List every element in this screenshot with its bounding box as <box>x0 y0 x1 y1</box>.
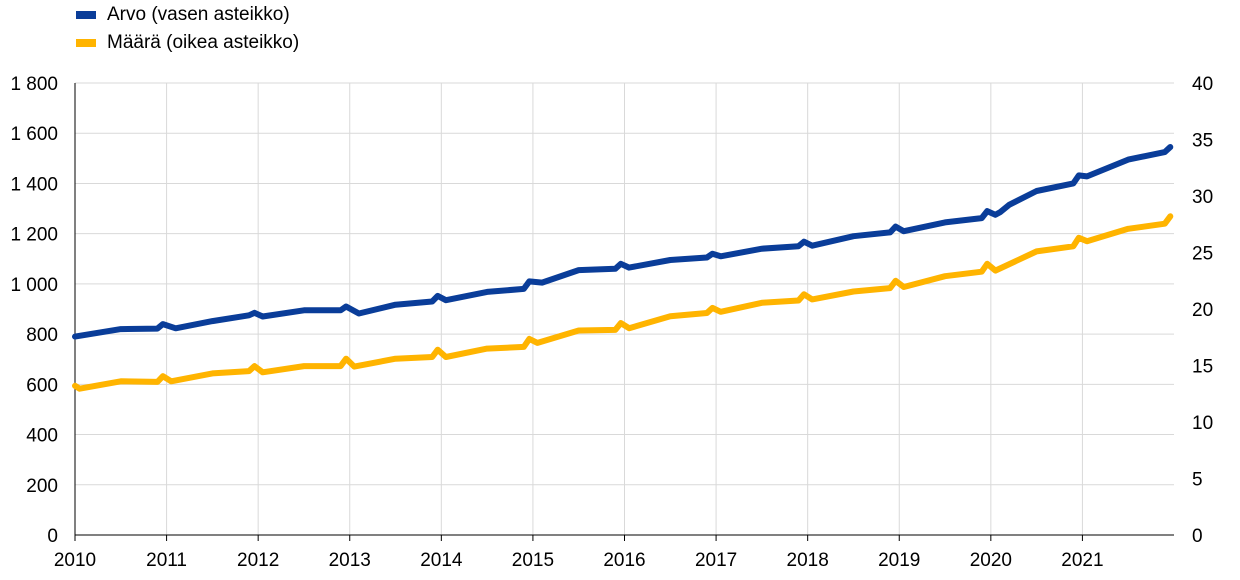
x-tick-label: 2012 <box>237 550 279 571</box>
left-tick-label: 1 800 <box>10 74 58 95</box>
left-tick-label: 600 <box>26 375 58 396</box>
left-tick-label: 0 <box>47 526 58 547</box>
x-tick-label: 2011 <box>146 550 187 571</box>
tick-labels: 0 200 400 600 800 1 000 1 200 1 400 1 600 1 800 0 5… <box>10 74 1213 571</box>
legend-label-maara: Määrä (oikea asteikko) <box>107 32 300 53</box>
left-tick-label: 1 200 <box>10 225 58 246</box>
x-tick-label: 2013 <box>329 550 371 571</box>
x-tick-label: 2016 <box>603 550 645 571</box>
legend-item-maara: Määrä (oikea asteikko) <box>76 32 299 54</box>
series-line-arvo <box>72 144 1174 340</box>
right-tick-label: 0 <box>1192 526 1203 547</box>
series-lines <box>72 144 1174 392</box>
right-tick-label: 20 <box>1192 300 1213 321</box>
legend-label-arvo: Arvo (vasen asteikko) <box>107 4 290 25</box>
legend-swatch-arvo <box>76 11 96 19</box>
left-tick-label: 1 400 <box>10 174 58 195</box>
series-line-maara <box>72 213 1174 392</box>
right-tick-label: 5 <box>1192 470 1203 491</box>
right-tick-label: 10 <box>1192 413 1213 434</box>
x-tick-label: 2010 <box>54 550 96 571</box>
grid-lines <box>75 82 1174 535</box>
right-tick-label: 25 <box>1192 244 1213 265</box>
left-tick-label: 1 600 <box>10 124 58 145</box>
x-tick-label: 2021 <box>1061 550 1103 571</box>
axes <box>74 83 1174 541</box>
left-tick-label: 1 000 <box>10 275 58 296</box>
x-tick-label: 2014 <box>420 550 463 571</box>
right-tick-label: 15 <box>1192 357 1213 378</box>
legend-item-arvo: Arvo (vasen asteikko) <box>76 4 290 26</box>
right-tick-label: 40 <box>1192 74 1213 95</box>
x-tick-label: 2020 <box>970 550 1012 571</box>
x-tick-label: 2017 <box>695 550 737 571</box>
left-tick-label: 200 <box>26 476 58 497</box>
x-tick-label: 2019 <box>878 550 920 571</box>
left-tick-label: 800 <box>26 325 58 346</box>
legend-swatch-maara <box>76 39 96 47</box>
x-tick-label: 2018 <box>787 550 829 571</box>
right-tick-label: 35 <box>1192 131 1213 152</box>
right-tick-label: 30 <box>1192 187 1213 208</box>
x-tick-label: 2015 <box>512 550 554 571</box>
left-tick-label: 400 <box>26 426 58 447</box>
